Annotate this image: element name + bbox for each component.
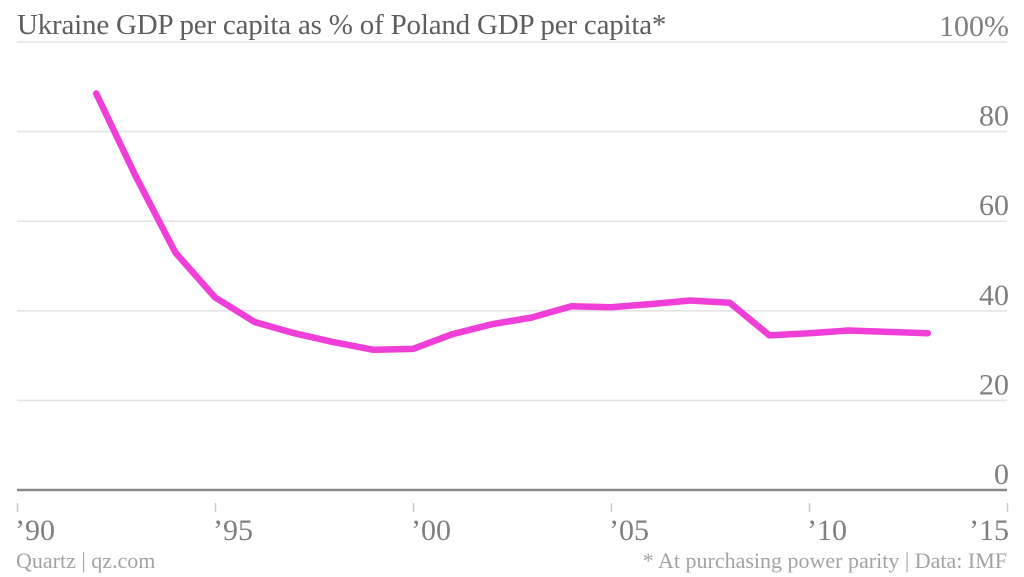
x-tick-label-2015: ’15 (969, 514, 1009, 547)
footer-note-and-source: * At purchasing power parity | Data: IMF (642, 548, 1007, 573)
x-tick-label-2005: ’05 (609, 514, 649, 547)
footer-attribution: Quartz | qz.com (16, 548, 156, 573)
y-tick-label-0: 0 (994, 458, 1009, 491)
x-tick-label-2010: ’10 (807, 514, 847, 547)
data-line-ukraine-vs-poland (92, 90, 932, 354)
chart-title: Ukraine GDP per capita as % of Poland GD… (17, 9, 667, 41)
y-tick-label-20: 20 (979, 368, 1009, 401)
y-tick-label-60: 60 (979, 189, 1009, 222)
x-tick-label-2000: ’00 (411, 514, 451, 547)
y-tick-label-80: 80 (979, 100, 1009, 133)
x-tick-label-1990: ’90 (15, 514, 55, 547)
y-tick-label-100: 100% (939, 10, 1009, 43)
y-tick-label-40: 40 (979, 279, 1009, 312)
x-tick-label-1995: ’95 (213, 514, 253, 547)
